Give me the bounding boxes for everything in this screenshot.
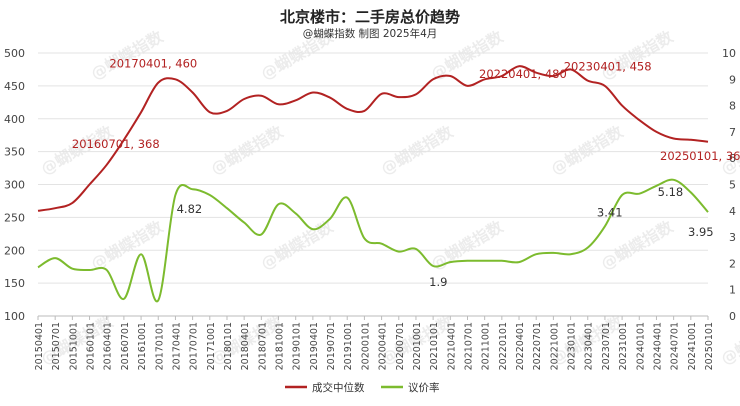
x-tick-label: 20190101 (292, 322, 303, 370)
x-tick-label: 20160701 (120, 322, 131, 370)
data-label: 20220401, 480 (479, 67, 567, 81)
data-label: 5.18 (658, 185, 684, 199)
y-left-tick-label: 350 (4, 146, 25, 159)
y-right-tick-label: 9 (729, 73, 736, 86)
y-left-tick-label: 100 (4, 310, 25, 323)
x-tick-label: 20160401 (103, 322, 114, 370)
y-axis-left: 100 150 200 250 300 350 400 450 500 (4, 47, 25, 323)
watermark-text: @蝴蝶指数 (548, 122, 628, 179)
y-left-tick-label: 150 (4, 277, 25, 290)
x-tick-label: 20150401 (34, 322, 45, 370)
watermark-text: @蝴蝶指数 (88, 27, 168, 84)
x-tick-label: 20211001 (481, 322, 492, 370)
x-tick-label: 20220701 (532, 322, 543, 370)
x-tick-label: 20231001 (618, 322, 629, 370)
x-tick-label: 20201001 (412, 322, 423, 370)
y-right-tick-label: 3 (729, 231, 736, 244)
data-label: 20230401, 458 (564, 60, 652, 74)
x-tick-label: 20191001 (343, 322, 354, 370)
y-right-tick-label: 0 (729, 310, 736, 323)
y-right-tick-label: 1 (729, 284, 736, 297)
y-left-tick-label: 450 (4, 80, 25, 93)
data-label: 3.41 (597, 205, 623, 219)
y-right-tick-label: 5 (729, 179, 736, 192)
watermark-text: @蝴蝶指数 (598, 27, 678, 84)
median-price-line (37, 65, 709, 212)
x-tick-label: 20200101 (360, 322, 371, 370)
bargain-rate-line (37, 178, 709, 303)
x-tick-label: 20170401 (171, 322, 182, 370)
x-tick-label: 20180701 (257, 322, 268, 370)
x-tick-label: 20150701 (51, 322, 62, 370)
y-right-tick-label: 10 (722, 47, 736, 60)
legend-label: 议价率 (408, 381, 440, 394)
series-lines (37, 65, 709, 303)
x-tick-label: 20151001 (68, 322, 79, 370)
y-left-tick-label: 500 (4, 47, 25, 60)
y-left-tick-label: 250 (4, 211, 25, 224)
chart-title: 北京楼市：二手房总价趋势 (280, 8, 460, 26)
x-tick-label: 20160101 (86, 322, 97, 370)
data-label: 3.95 (688, 225, 714, 239)
y-left-tick-label: 200 (4, 244, 25, 257)
legend-label: 成交中位数 (312, 381, 365, 394)
x-tick-label: 20210701 (463, 322, 474, 370)
y-left-tick-label: 400 (4, 113, 25, 126)
y-right-tick-label: 2 (729, 257, 736, 270)
watermark-text: @蝴蝶指数 (598, 217, 678, 274)
x-tick-label: 20190701 (326, 322, 337, 370)
y-axis-right: 0 1 2 3 4 5 6 7 8 9 10 (722, 47, 736, 323)
legend: 成交中位数 议价率 (285, 381, 440, 394)
y-right-tick-label: 6 (729, 152, 736, 165)
x-tick-label: 20161001 (137, 322, 148, 370)
data-label: 20160701, 368 (72, 137, 160, 151)
x-tick-label: 20180101 (223, 322, 234, 370)
y-right-tick-label: 8 (729, 100, 736, 113)
grid (38, 52, 708, 317)
x-tick-label: 20230101 (567, 322, 578, 370)
x-tick-label: 20240701 (670, 322, 681, 370)
x-tick-label: 20171001 (206, 322, 217, 370)
x-tick-label: 20200401 (378, 322, 389, 370)
x-tick-label: 20221001 (549, 322, 560, 370)
x-tick-label: 20210401 (446, 322, 457, 370)
x-tick-label: 20180401 (240, 322, 251, 370)
x-tick-label: 20210101 (429, 322, 440, 370)
x-tick-label: 20241001 (687, 322, 698, 370)
watermark-text: @蝴蝶指数 (378, 122, 458, 179)
x-tick-label: 20190401 (309, 322, 320, 370)
x-tick-label: 20220401 (515, 322, 526, 370)
watermark-layer: @蝴蝶指数 @蝴蝶指数 @蝴蝶指数 @蝴蝶指数 @蝴蝶指数 @蝴蝶指数 @蝴蝶指数 @蝴蝶指数… (38, 27, 740, 369)
y-right-tick-label: 4 (729, 205, 736, 218)
x-tick-label: 20230401 (584, 322, 595, 370)
x-axis: 20150401 20150701 20151001 20160101 20160401… (34, 315, 715, 370)
data-label: 4.82 (177, 202, 203, 216)
x-tick-label: 20240101 (635, 322, 646, 370)
x-tick-label: 20230701 (601, 322, 612, 370)
data-label: 1.9 (429, 275, 447, 289)
x-tick-label: 20170701 (189, 322, 200, 370)
y-right-tick-label: 7 (729, 126, 736, 139)
watermark-text: @蝴蝶指数 (258, 217, 338, 274)
x-tick-label: 20200701 (395, 322, 406, 370)
x-tick-label: 20181001 (275, 322, 286, 370)
x-tick-label: 20250101 (704, 322, 715, 370)
x-tick-label: 20220101 (498, 322, 509, 370)
chart-subtitle: @蝴蝶指数 制图 2025年4月 (303, 27, 438, 40)
data-label: 20250101, 365 (660, 149, 740, 163)
y-left-tick-label: 300 (4, 179, 25, 192)
x-tick-label: 20170101 (154, 322, 165, 370)
data-label: 20170401, 460 (109, 56, 197, 70)
x-tick-label: 20240401 (652, 322, 663, 370)
watermark-text: @蝴蝶指数 (88, 217, 168, 274)
watermark-text: @蝴蝶指数 (208, 122, 288, 179)
